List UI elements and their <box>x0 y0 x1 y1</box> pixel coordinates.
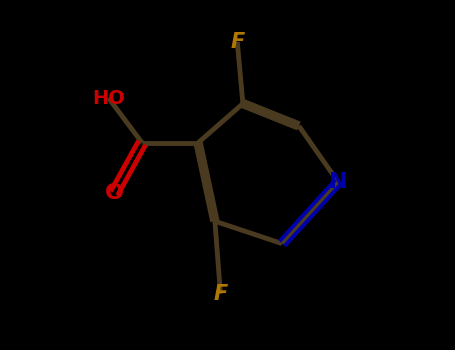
Text: HO: HO <box>92 89 125 107</box>
Text: F: F <box>230 32 244 52</box>
Text: O: O <box>105 183 124 203</box>
Text: F: F <box>213 284 228 304</box>
Text: N: N <box>329 172 347 192</box>
